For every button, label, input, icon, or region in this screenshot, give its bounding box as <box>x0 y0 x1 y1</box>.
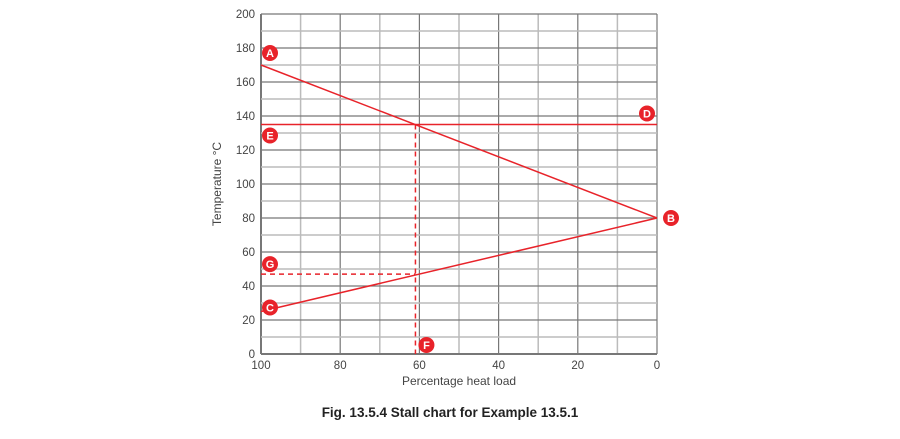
y-tick-label: 200 <box>236 9 255 21</box>
y-tick-label: 60 <box>242 247 255 259</box>
label-letter: F <box>423 340 430 352</box>
y-tick-label: 120 <box>236 145 255 157</box>
label-marker <box>262 127 278 144</box>
annotations: A B C D E F G <box>262 45 679 353</box>
point-label-a: A <box>262 45 278 61</box>
x-tick-label: 20 <box>571 360 584 372</box>
label-marker <box>262 299 278 316</box>
point-label-b: B <box>663 210 679 226</box>
x-tick-label: 40 <box>492 360 505 372</box>
y-tick-label: 180 <box>236 43 255 55</box>
point-label-g: G <box>262 256 278 273</box>
x-tick-label: 100 <box>251 360 270 372</box>
y-tick-label: 20 <box>242 315 255 327</box>
label-marker <box>639 105 655 122</box>
x-tick-label: 80 <box>334 360 347 372</box>
point-label-c: C <box>262 299 278 316</box>
series-lines <box>260 64 658 354</box>
x-tick-label: 60 <box>413 360 426 372</box>
label-letter: A <box>266 48 274 60</box>
label-letter: D <box>643 109 651 121</box>
label-marker <box>262 256 278 273</box>
y-tick-label: 140 <box>236 111 255 123</box>
y-tick-label: 160 <box>236 77 255 89</box>
series-line-1 <box>260 64 658 219</box>
y-tick-label: 40 <box>242 281 255 293</box>
label-letter: C <box>266 303 274 315</box>
x-tick-label: 0 <box>654 360 660 372</box>
y-tick-label: 0 <box>249 349 255 361</box>
point-label-f: F <box>418 337 435 353</box>
x-axis-label: Percentage heat load <box>402 374 516 388</box>
label-marker <box>418 337 435 353</box>
grid <box>260 13 658 355</box>
label-marker <box>663 210 679 226</box>
label-letter: B <box>667 213 675 225</box>
label-letter: G <box>266 259 275 271</box>
point-label-e: E <box>262 127 278 144</box>
label-letter: E <box>266 131 273 143</box>
figure-caption: Fig. 13.5.4 Stall chart for Example 13.5… <box>322 405 579 420</box>
series-line-2 <box>260 217 658 313</box>
y-tick-label: 80 <box>242 213 255 225</box>
y-axis-label: Temperature °C <box>210 142 224 226</box>
label-marker <box>262 45 278 61</box>
y-tick-label: 100 <box>236 179 255 191</box>
point-label-d: D <box>639 105 655 122</box>
